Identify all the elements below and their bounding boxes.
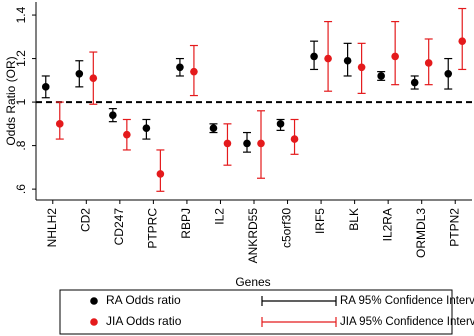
legend-label: RA 95% Confidence Interval	[340, 295, 474, 307]
x-tick-label: PTPN2	[447, 208, 461, 247]
legend-marker	[90, 297, 98, 305]
x-tick-label: ORMDL3	[414, 208, 428, 258]
legend-marker	[90, 318, 98, 326]
x-tick-label: IL2RA	[380, 208, 394, 241]
odds-point	[243, 139, 251, 148]
odds-point	[276, 120, 285, 128]
odds-point	[156, 170, 165, 178]
odds-point	[458, 37, 467, 45]
odds-point	[290, 135, 299, 143]
y-tick-label: .6	[14, 184, 28, 194]
odds-point	[424, 59, 433, 67]
odds-point	[209, 124, 218, 132]
odds-point	[357, 63, 366, 72]
x-tick-label: c5orf30	[280, 208, 294, 248]
x-axis-title: Genes	[235, 275, 270, 289]
x-tick-label: BLK	[347, 208, 361, 231]
y-tick-label: 1.2	[14, 50, 28, 67]
odds-point	[324, 54, 332, 63]
odds-point	[176, 63, 184, 72]
odds-point	[257, 139, 265, 148]
odds-point	[41, 83, 50, 91]
x-tick-label: IRF5	[313, 208, 327, 234]
legend-label: JIA 95% Confidence Interval	[340, 316, 474, 328]
legend-box	[59, 289, 453, 335]
odds-point	[343, 56, 352, 65]
legend-label: RA Odds ratio	[106, 293, 181, 307]
odds-point	[142, 124, 151, 132]
x-tick-label: RBPJ	[179, 208, 193, 239]
odds-point	[377, 72, 385, 80]
odds-point	[109, 111, 117, 119]
odds-point	[89, 74, 98, 82]
odds-point	[391, 52, 399, 61]
odds-point	[310, 52, 318, 61]
y-tick-label: 1.4	[14, 6, 28, 23]
odds-point	[190, 67, 198, 76]
odds-point	[410, 78, 419, 87]
odds-point	[75, 70, 84, 78]
x-tick-label: CD247	[112, 208, 126, 246]
y-axis-title: Odds Ratio (OR)	[4, 56, 18, 145]
odds-point	[444, 70, 453, 78]
x-tick-label: IL2	[213, 208, 227, 225]
x-tick-label: ANKRD55	[246, 208, 260, 264]
odds-point	[223, 139, 232, 148]
odds-point	[55, 120, 64, 128]
y-tick-label: .8	[14, 140, 28, 150]
legend-label: JIA Odds ratio	[106, 314, 182, 328]
x-tick-label: NHLH2	[45, 208, 59, 248]
x-tick-label: PTPRC	[146, 208, 160, 249]
x-tick-label: CD2	[78, 208, 92, 232]
y-tick-label: 1	[14, 98, 28, 105]
odds-point	[123, 130, 131, 139]
